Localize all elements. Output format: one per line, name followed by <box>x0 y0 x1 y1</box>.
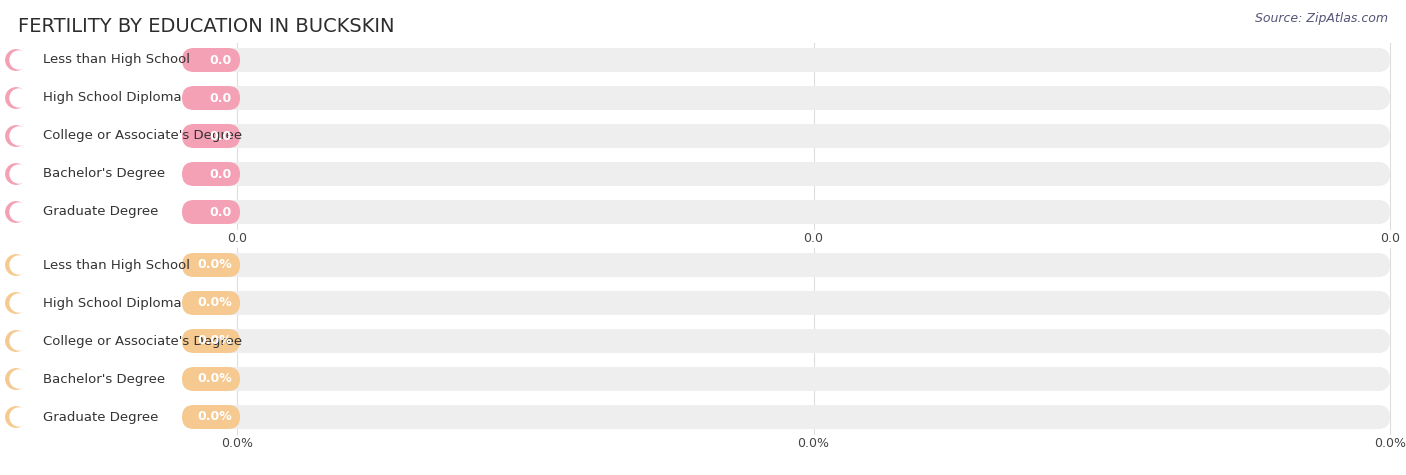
FancyBboxPatch shape <box>15 200 238 224</box>
FancyBboxPatch shape <box>15 86 1391 110</box>
FancyBboxPatch shape <box>15 291 238 315</box>
Circle shape <box>6 407 27 427</box>
FancyBboxPatch shape <box>15 162 238 186</box>
Circle shape <box>10 370 28 388</box>
Circle shape <box>10 127 28 145</box>
Text: 0.0: 0.0 <box>209 92 232 104</box>
Text: 0.0: 0.0 <box>226 232 247 245</box>
Circle shape <box>6 331 27 351</box>
Text: Less than High School: Less than High School <box>44 54 190 67</box>
Text: Source: ZipAtlas.com: Source: ZipAtlas.com <box>1256 12 1388 25</box>
Text: High School Diploma: High School Diploma <box>44 296 181 310</box>
Circle shape <box>10 408 28 426</box>
FancyBboxPatch shape <box>15 329 1391 353</box>
FancyBboxPatch shape <box>15 48 1391 72</box>
FancyBboxPatch shape <box>181 367 240 391</box>
FancyBboxPatch shape <box>181 329 240 353</box>
FancyBboxPatch shape <box>181 291 240 315</box>
Text: Bachelor's Degree: Bachelor's Degree <box>44 168 165 180</box>
FancyBboxPatch shape <box>15 162 1391 186</box>
Text: College or Associate's Degree: College or Associate's Degree <box>44 334 242 348</box>
FancyBboxPatch shape <box>15 405 1391 429</box>
FancyBboxPatch shape <box>15 200 1391 224</box>
FancyBboxPatch shape <box>181 86 240 110</box>
FancyBboxPatch shape <box>181 253 240 277</box>
Text: 0.0: 0.0 <box>1381 232 1400 245</box>
Circle shape <box>6 164 27 184</box>
Text: FERTILITY BY EDUCATION IN BUCKSKIN: FERTILITY BY EDUCATION IN BUCKSKIN <box>18 17 395 36</box>
FancyBboxPatch shape <box>15 253 238 277</box>
Text: 0.0%: 0.0% <box>1374 437 1406 450</box>
FancyBboxPatch shape <box>15 405 238 429</box>
Text: 0.0%: 0.0% <box>221 437 253 450</box>
Circle shape <box>10 165 28 183</box>
FancyBboxPatch shape <box>15 329 238 353</box>
Text: Bachelor's Degree: Bachelor's Degree <box>44 372 165 386</box>
Text: 0.0%: 0.0% <box>197 258 232 272</box>
FancyBboxPatch shape <box>181 48 240 72</box>
Circle shape <box>6 50 27 70</box>
FancyBboxPatch shape <box>181 200 240 224</box>
FancyBboxPatch shape <box>15 291 1391 315</box>
Text: 0.0: 0.0 <box>209 206 232 219</box>
FancyBboxPatch shape <box>15 124 238 148</box>
FancyBboxPatch shape <box>15 48 238 72</box>
FancyBboxPatch shape <box>181 124 240 148</box>
Circle shape <box>6 202 27 222</box>
Circle shape <box>10 89 28 107</box>
FancyBboxPatch shape <box>15 367 238 391</box>
Text: Graduate Degree: Graduate Degree <box>44 206 159 219</box>
FancyBboxPatch shape <box>15 124 1391 148</box>
Text: 0.0%: 0.0% <box>197 372 232 386</box>
FancyBboxPatch shape <box>181 405 240 429</box>
Text: 0.0: 0.0 <box>209 130 232 142</box>
Circle shape <box>6 255 27 275</box>
Text: 0.0%: 0.0% <box>197 334 232 348</box>
FancyBboxPatch shape <box>15 86 238 110</box>
Circle shape <box>6 369 27 389</box>
Circle shape <box>10 256 28 274</box>
Circle shape <box>6 293 27 313</box>
Text: 0.0%: 0.0% <box>197 410 232 424</box>
Text: 0.0: 0.0 <box>803 232 824 245</box>
Text: 0.0: 0.0 <box>209 54 232 67</box>
FancyBboxPatch shape <box>15 253 1391 277</box>
Text: Less than High School: Less than High School <box>44 258 190 272</box>
Circle shape <box>6 88 27 108</box>
Circle shape <box>6 126 27 146</box>
FancyBboxPatch shape <box>15 367 1391 391</box>
Text: 0.0%: 0.0% <box>797 437 830 450</box>
Text: High School Diploma: High School Diploma <box>44 92 181 104</box>
Text: 0.0%: 0.0% <box>197 296 232 310</box>
Circle shape <box>10 332 28 350</box>
Text: College or Associate's Degree: College or Associate's Degree <box>44 130 242 142</box>
Circle shape <box>10 203 28 221</box>
Circle shape <box>10 51 28 69</box>
Circle shape <box>10 294 28 312</box>
Text: Graduate Degree: Graduate Degree <box>44 410 159 424</box>
Text: 0.0: 0.0 <box>209 168 232 180</box>
FancyBboxPatch shape <box>181 162 240 186</box>
